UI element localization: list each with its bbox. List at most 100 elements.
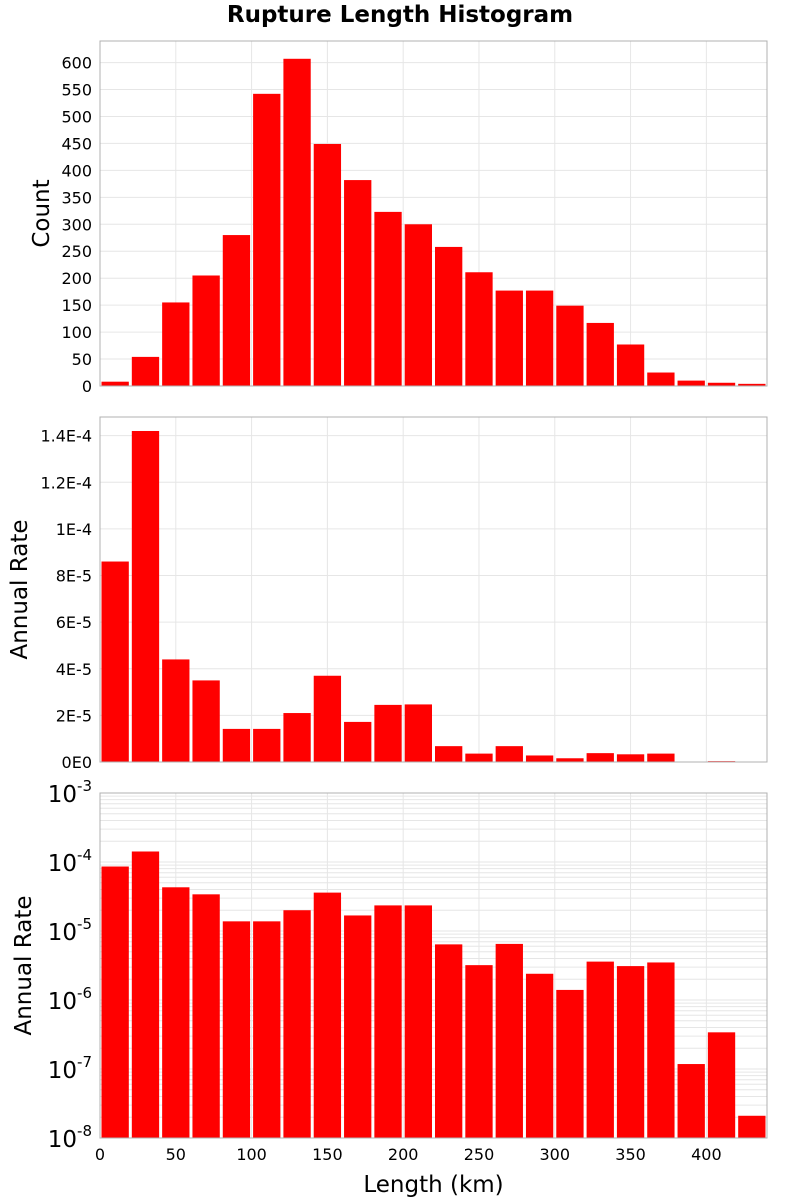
bar [344, 180, 372, 386]
bar [283, 713, 311, 762]
bar [313, 675, 342, 762]
grid-lines [100, 417, 767, 762]
bar [374, 211, 402, 386]
plot-frame [99, 416, 768, 763]
bar [556, 989, 584, 1138]
chart-title: Rupture Length Histogram [226, 2, 574, 28]
x-tick-label: 300 [539, 1145, 570, 1164]
bar [525, 973, 554, 1138]
bar [192, 894, 220, 1138]
y-tick-label: 200 [61, 269, 92, 288]
y-tick-label: 10-8 [48, 1122, 92, 1153]
bar [131, 851, 160, 1138]
y-tick-label: 10-6 [48, 984, 92, 1015]
bar [616, 344, 645, 386]
y-tick-label: 0 [82, 377, 92, 396]
bar [435, 944, 463, 1138]
chart-panel-2: 0E0 2E-5 4E-5 6E-5 8E-5 1E-4 1.2E-4 1.4E-4 Annua… [7, 416, 768, 772]
bar [465, 272, 493, 386]
bar [707, 382, 736, 386]
y-tick-label: 550 [61, 81, 92, 100]
bar [677, 1064, 705, 1138]
bar [738, 1115, 766, 1138]
x-tick-label: 200 [388, 1145, 419, 1164]
bars [101, 851, 766, 1138]
y-tick-label: 350 [61, 188, 92, 207]
bar [586, 322, 614, 386]
bar [222, 921, 251, 1138]
x-tick-label: 0 [95, 1145, 105, 1164]
chart-panel-3: 10-8 10-7 10-6 10-5 10-4 10-3 Annual Rate 0 50 10… [11, 777, 768, 1198]
x-tick-label: 400 [691, 1145, 722, 1164]
bars [101, 58, 766, 386]
bar [556, 758, 584, 762]
y-tick-labels: 10-8 10-7 10-6 10-5 10-4 10-3 [48, 777, 92, 1153]
plot-frame [99, 792, 768, 1139]
bar [253, 921, 281, 1138]
bar [404, 704, 432, 762]
bar [707, 1032, 736, 1138]
plot-frame [99, 40, 768, 387]
bar [435, 246, 463, 386]
bar [404, 224, 432, 386]
bar [495, 746, 523, 762]
bar [313, 143, 342, 386]
y-tick-label: 2E-5 [56, 706, 92, 725]
bar [101, 561, 129, 762]
bar [283, 910, 311, 1138]
bar [525, 755, 554, 762]
y-tick-label: 300 [61, 215, 92, 234]
bar [647, 962, 675, 1138]
bar [253, 93, 281, 386]
y-tick-label: 10-4 [48, 846, 92, 877]
bar [222, 728, 251, 762]
bar [222, 235, 251, 386]
x-tick-label: 350 [615, 1145, 646, 1164]
bar [616, 966, 645, 1138]
x-tick-label: 100 [236, 1145, 267, 1164]
bar [495, 943, 523, 1138]
x-tick-labels: 0 50 100 150 200 250 300 350 400 [95, 1145, 722, 1164]
bar [738, 383, 766, 386]
y-tick-label: 4E-5 [56, 660, 92, 679]
y-tick-label: 1E-4 [56, 520, 92, 539]
bar [435, 746, 463, 762]
bars [101, 430, 766, 762]
y-tick-label: 600 [61, 54, 92, 73]
bar [313, 892, 342, 1138]
y-tick-label: 400 [61, 161, 92, 180]
bar [131, 356, 160, 386]
bar [192, 680, 220, 762]
bar [465, 753, 493, 762]
bar [586, 961, 614, 1138]
bar [192, 275, 220, 386]
y-tick-label: 0E0 [62, 753, 92, 772]
x-tick-label: 50 [166, 1145, 186, 1164]
bar [586, 753, 614, 762]
bar [283, 58, 311, 386]
bar [162, 302, 190, 386]
y-tick-label: 10-7 [48, 1053, 92, 1084]
y-tick-labels: 0 50 100 150 200 250 300 350 400 450 500 550 600 [61, 54, 92, 396]
x-axis-label: Length (km) [363, 1172, 503, 1198]
bar [525, 290, 554, 386]
bar [495, 290, 523, 386]
bar [404, 905, 432, 1138]
bar [677, 380, 705, 386]
bar [647, 372, 675, 386]
bar [344, 721, 372, 762]
y-tick-label: 250 [61, 242, 92, 261]
y-axis-label: Count [29, 179, 55, 247]
bar [465, 965, 493, 1138]
bar [162, 887, 190, 1138]
bar [344, 915, 372, 1138]
y-tick-label: 10-3 [48, 777, 92, 808]
bar [616, 754, 645, 762]
y-tick-label: 450 [61, 134, 92, 153]
y-tick-label: 1.4E-4 [40, 427, 92, 446]
y-tick-label: 6E-5 [56, 613, 92, 632]
y-axis-label: Annual Rate [7, 520, 33, 660]
x-tick-label: 250 [464, 1145, 495, 1164]
